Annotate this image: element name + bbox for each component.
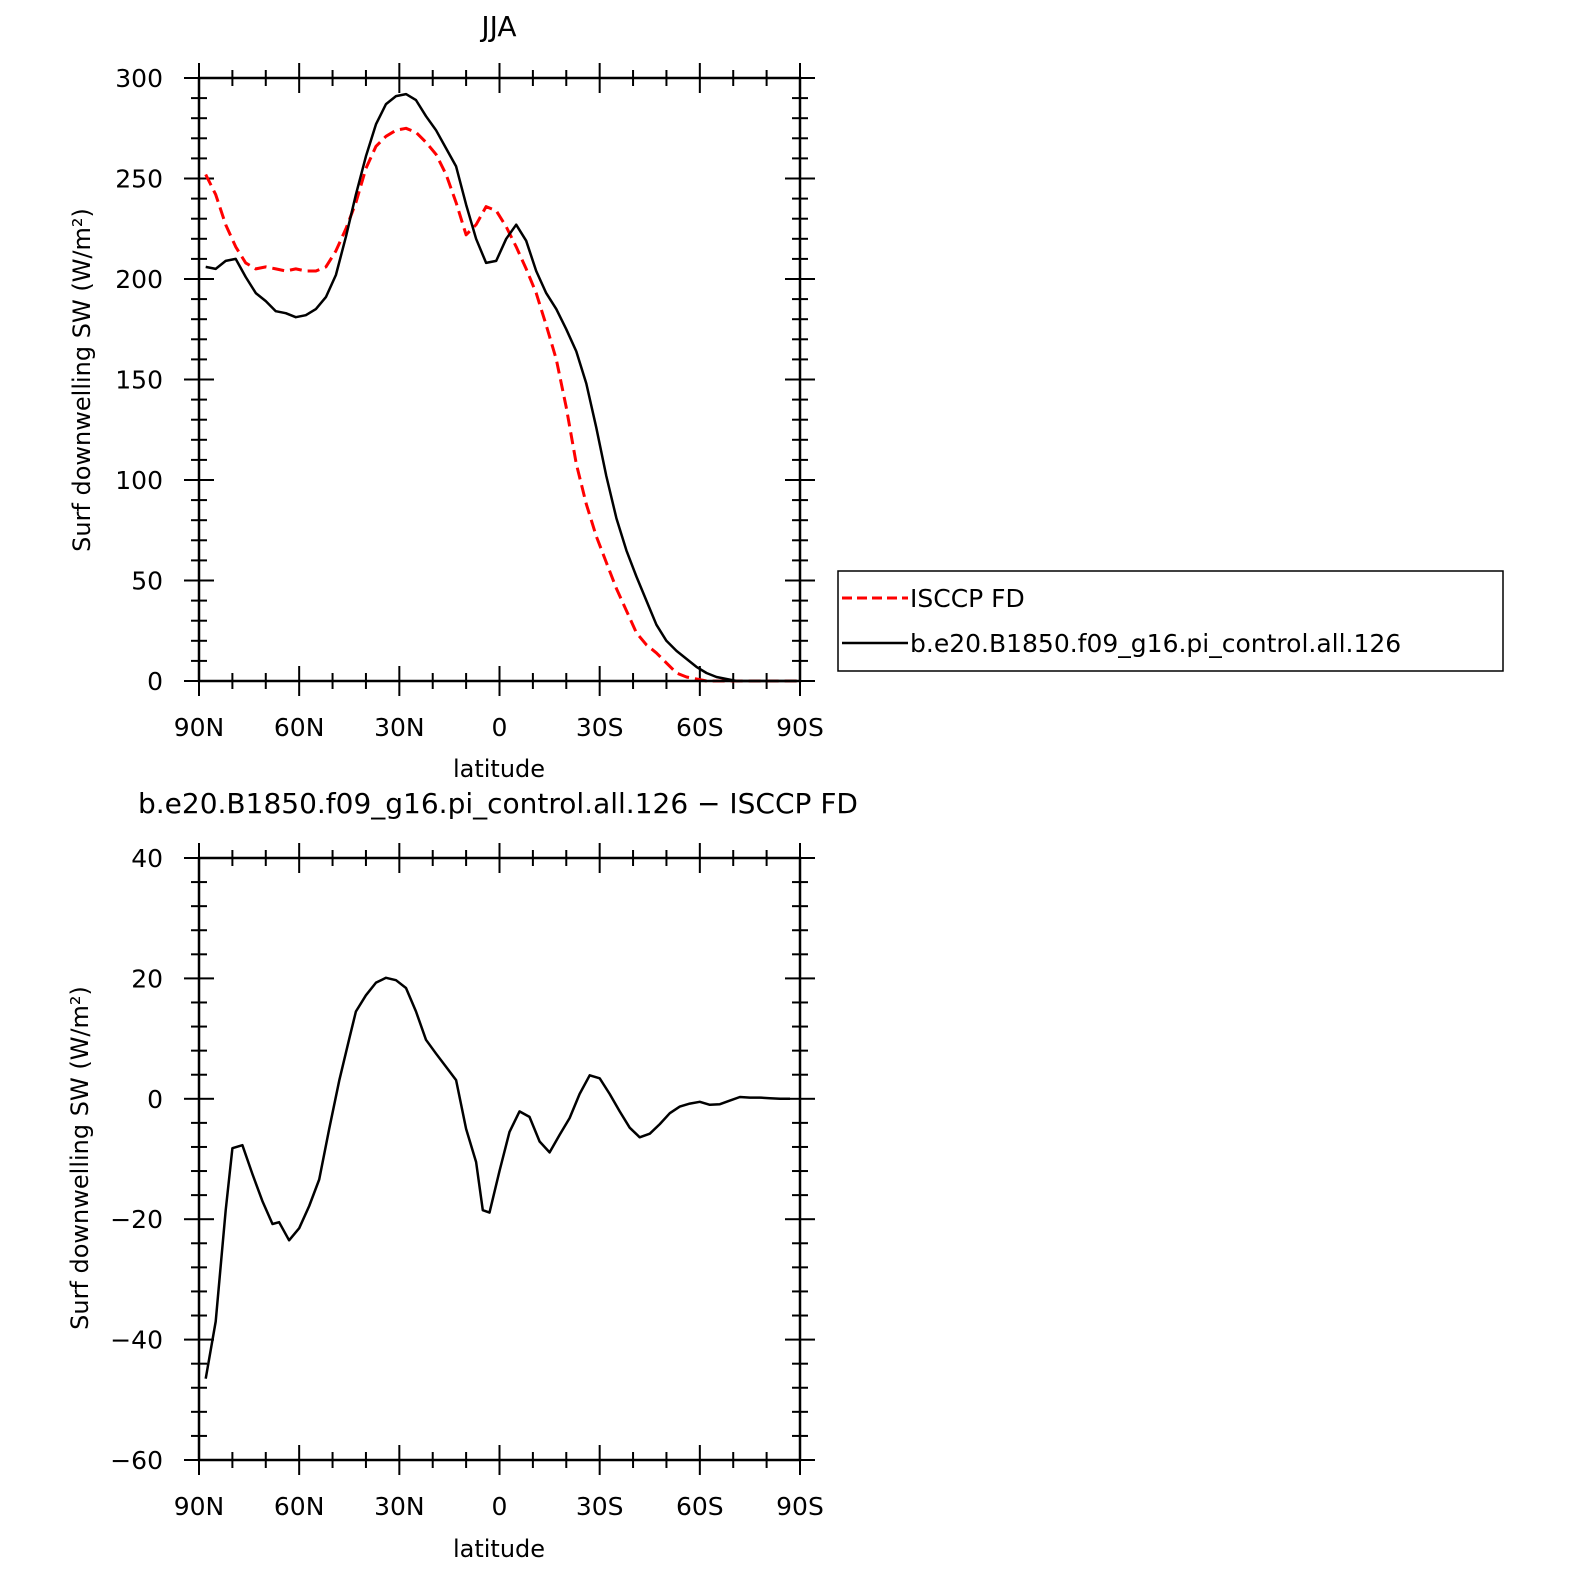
bottom-y-tick-label-3: 0 bbox=[147, 1085, 163, 1114]
top-y-tick-label-0: 0 bbox=[147, 667, 163, 696]
top-series-line-b-e20-b1850-f09-g16-pi-control-all-126 bbox=[205, 92, 797, 683]
top-x-tick-label-5: 60S bbox=[676, 713, 724, 742]
bottom-x-axis-title: latitude bbox=[453, 1535, 545, 1563]
bottom-x-tick-label-1: 60N bbox=[274, 1492, 325, 1521]
top-x-tick-label-0: 90N bbox=[174, 713, 225, 742]
bottom-y-tick-label-2: −20 bbox=[110, 1205, 163, 1234]
top-y-tick-label-1: 50 bbox=[131, 567, 163, 596]
bottom-x-tick-label-6: 90S bbox=[776, 1492, 824, 1521]
legend-label-isccp: ISCCP FD bbox=[910, 584, 1025, 613]
bottom-y-axis-title: Surf downwelling SW (W/m²) bbox=[66, 986, 94, 1330]
top-x-tick-label-3: 0 bbox=[492, 713, 508, 742]
top-y-tick-label-6: 300 bbox=[115, 64, 163, 93]
bottom-series-lines bbox=[204, 976, 790, 1379]
bottom-axis-ticks: 90N 60N 30N 0 30S 60S 90S −60 −40 −20 0 20 40 bbox=[110, 843, 824, 1521]
legend-label-model: b.e20.B1850.f09_g16.pi_control.all.126 bbox=[910, 629, 1401, 658]
top-axis-ticks: 90N 60N 30N 0 30S 60S 90S 0 50 100 150 200 250 300 bbox=[115, 63, 824, 742]
bottom-x-tick-label-0: 90N bbox=[174, 1492, 225, 1521]
bottom-x-tick-label-4: 30S bbox=[576, 1492, 624, 1521]
legend-box bbox=[837, 570, 1504, 672]
top-y-axis-title: Surf downwelling SW (W/m²) bbox=[68, 208, 96, 552]
top-x-tick-label-6: 90S bbox=[776, 713, 824, 742]
top-x-tick-label-2: 30N bbox=[374, 713, 425, 742]
bottom-x-tick-label-5: 60S bbox=[676, 1492, 724, 1521]
bottom-plot-frame bbox=[197, 856, 802, 1462]
bottom-series-line-difference bbox=[204, 976, 790, 1379]
top-panel: JJA 90N 60N 30N 0 30S 60S 90S 0 50 100 150 200 250 30… bbox=[68, 10, 824, 783]
bottom-y-tick-label-4: 20 bbox=[131, 964, 163, 993]
top-y-tick-label-3: 150 bbox=[115, 366, 163, 395]
bottom-x-tick-label-2: 30N bbox=[374, 1492, 425, 1521]
bottom-x-tick-label-3: 0 bbox=[492, 1492, 508, 1521]
top-y-tick-label-5: 250 bbox=[115, 165, 163, 194]
legend: ISCCP FD b.e20.B1850.f09_g16.pi_control.… bbox=[837, 570, 1504, 672]
top-series-lines bbox=[204, 92, 797, 683]
top-x-tick-label-1: 60N bbox=[274, 713, 325, 742]
top-y-tick-label-4: 200 bbox=[115, 265, 163, 294]
bottom-y-tick-label-0: −60 bbox=[110, 1446, 163, 1475]
top-x-tick-label-4: 30S bbox=[576, 713, 624, 742]
bottom-panel: b.e20.B1850.f09_g16.pi_control.all.126 −… bbox=[66, 787, 858, 1563]
top-chart-title: JJA bbox=[479, 10, 516, 43]
top-plot-frame bbox=[197, 76, 802, 683]
bottom-y-tick-label-5: 40 bbox=[131, 844, 163, 873]
top-x-axis-title: latitude bbox=[453, 755, 545, 783]
top-y-tick-label-2: 100 bbox=[115, 466, 163, 495]
bottom-y-tick-label-1: −40 bbox=[110, 1326, 163, 1355]
top-series-line-isccp-fd bbox=[204, 126, 797, 683]
bottom-chart-title: b.e20.B1850.f09_g16.pi_control.all.126 −… bbox=[138, 787, 858, 820]
